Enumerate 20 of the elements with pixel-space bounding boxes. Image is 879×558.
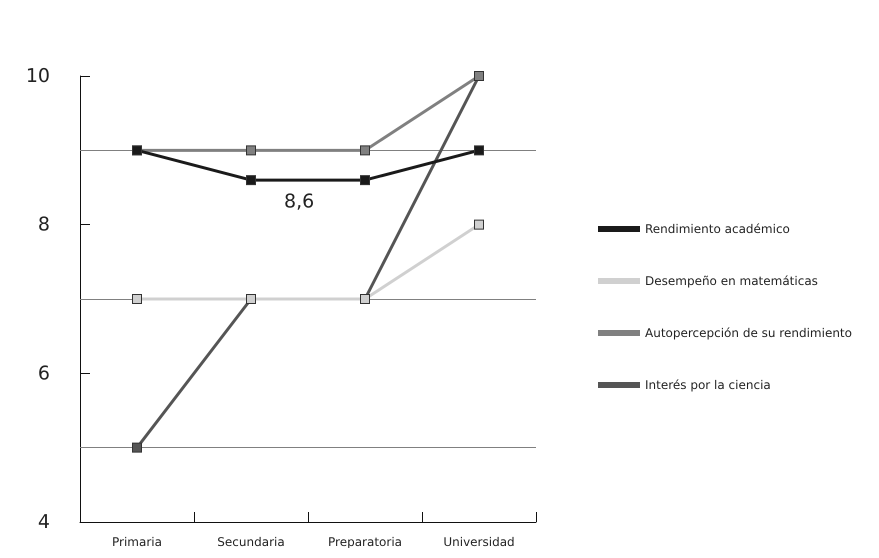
y-tick-label: 10 [26,65,50,87]
y-tick-label: 8 [38,214,50,236]
y-tick-label: 4 [38,511,50,533]
point [474,145,484,156]
annotation: 8,6 [284,190,314,212]
x-tick-label: Universidad [443,535,515,549]
y-tick-label: 6 [38,362,50,384]
point [246,175,256,186]
point [360,145,370,156]
point [246,145,256,156]
legend-label: Desempeño en matemáticas [645,274,818,288]
legend-label: Interés por la ciencia [645,378,771,392]
x-tick-label: Secundaria [217,535,285,549]
point [132,294,142,304]
legend-label: Rendimiento académico [645,222,790,236]
x-tick-label: Primaria [112,535,162,549]
point [132,442,142,453]
point [360,175,370,186]
point [474,220,484,230]
legend-label: Autopercepción de su rendimiento [645,326,852,340]
